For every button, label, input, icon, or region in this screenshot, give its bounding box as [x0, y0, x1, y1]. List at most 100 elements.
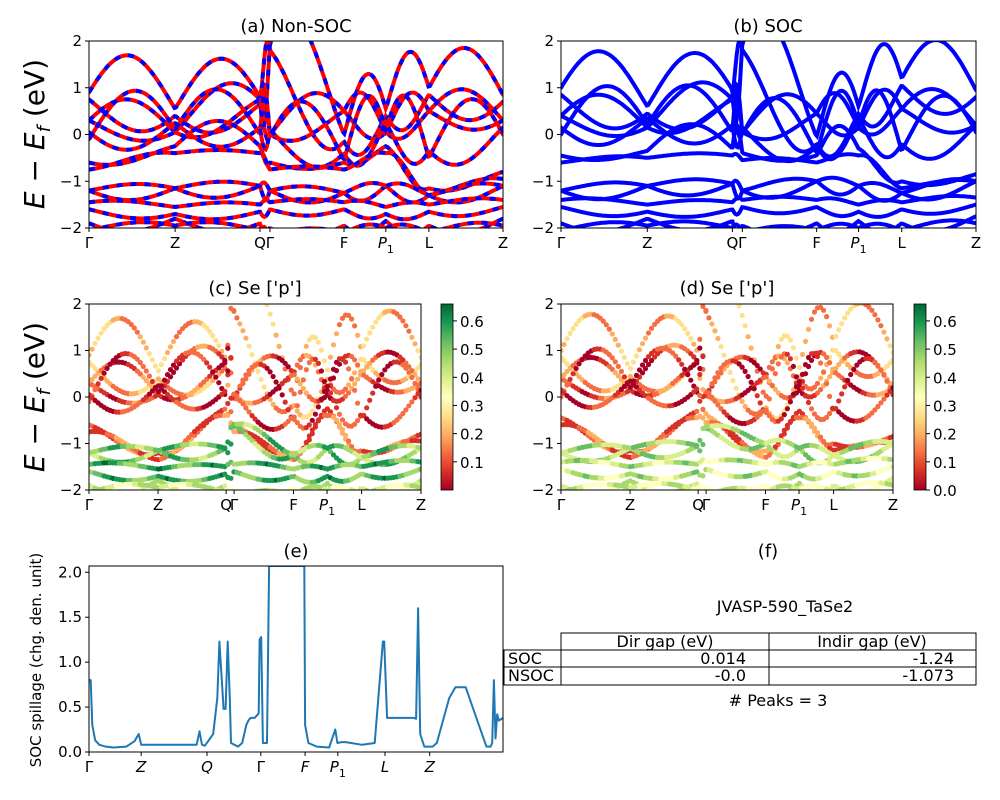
scatter-point	[161, 377, 168, 383]
scatter-point	[857, 490, 862, 495]
y-tick-label: 2	[72, 295, 82, 313]
x-tick-label: Γ	[557, 496, 566, 514]
scatter-point	[364, 487, 370, 490]
scatter-point	[697, 375, 703, 381]
scatter-point	[184, 489, 187, 490]
scatter-point	[333, 405, 340, 411]
scatter-point	[778, 336, 784, 342]
scatter-point	[189, 491, 194, 496]
table-cell: 0.014	[700, 649, 746, 668]
scatter-point	[140, 363, 146, 370]
scatter-point	[579, 357, 585, 363]
scatter-point	[318, 396, 324, 402]
panel-c-colorbar	[440, 303, 454, 491]
scatter-point	[890, 357, 893, 363]
scatter-point	[793, 384, 800, 390]
scatter-point	[769, 359, 775, 365]
y-tick-label: −1	[532, 172, 554, 190]
scatter-point	[818, 360, 824, 366]
x-tick-label: Q	[726, 234, 738, 252]
colorbar-tick-label: 0.2	[460, 426, 484, 444]
scatter-point	[207, 364, 213, 370]
scatter-point	[192, 491, 197, 496]
y-tick-label: −1	[60, 172, 82, 190]
scatter-point	[727, 369, 733, 375]
scatter-point	[418, 387, 421, 393]
scatter-point	[682, 326, 688, 332]
panel-d-projected-bands	[561, 304, 893, 500]
scatter-point	[573, 321, 579, 327]
scatter-point	[836, 362, 842, 368]
scatter-point	[884, 336, 890, 342]
scatter-point	[890, 433, 893, 440]
scatter-point	[676, 357, 682, 363]
scatter-point	[303, 343, 309, 349]
scatter-point	[418, 459, 421, 465]
scatter-point	[295, 490, 300, 495]
x-tick-label: Γ	[266, 234, 275, 252]
scatter-point	[633, 353, 640, 359]
scatter-point	[222, 360, 228, 366]
scatter-point	[222, 445, 228, 451]
colorbar-tick-label: 0.4	[460, 369, 484, 387]
y-tick-label: −2	[532, 219, 554, 237]
scatter-point	[373, 491, 378, 496]
scatter-point	[210, 369, 216, 375]
scatter-point	[773, 491, 778, 496]
scatter-point	[321, 358, 327, 364]
y-tick-label: 0	[72, 126, 82, 144]
scatter-point	[418, 445, 421, 451]
scatter-point	[321, 388, 327, 395]
scatter-point	[367, 397, 373, 403]
scatter-point	[845, 377, 851, 383]
scatter-point	[618, 368, 625, 374]
scatter-point	[866, 304, 872, 310]
scatter-point	[297, 389, 303, 395]
table-cell: -1.073	[902, 666, 954, 685]
colorbar-tick-label: 0.6	[933, 313, 957, 331]
scatter-point	[333, 359, 340, 365]
scatter-point	[249, 352, 255, 358]
row2-ylabel: E − Ef (eV)	[18, 322, 55, 472]
scatter-point	[734, 494, 739, 499]
colorbar-tick-label: 0.1	[460, 454, 484, 472]
scatter-point	[376, 492, 381, 497]
scatter-point	[349, 316, 355, 322]
scatter-point	[307, 494, 312, 499]
scatter-point	[352, 488, 357, 490]
scatter-point	[827, 393, 833, 399]
scatter-point	[740, 494, 745, 499]
scatter-point	[415, 365, 421, 371]
scatter-point	[730, 378, 736, 384]
scatter-point	[697, 336, 703, 342]
scatter-point	[391, 492, 396, 497]
scatter-point	[201, 356, 207, 362]
scatter-point	[808, 406, 815, 412]
y-tick-label: 0	[72, 388, 82, 406]
scatter-point	[754, 362, 760, 369]
scatter-point	[186, 491, 191, 496]
scatter-point	[860, 490, 865, 495]
scatter-point	[839, 321, 845, 327]
scatter-point	[700, 386, 706, 393]
scatter-point	[265, 496, 270, 501]
scatter-point	[809, 491, 814, 496]
table-cell: -1.24	[913, 649, 954, 668]
scatter-point	[342, 393, 349, 399]
x-tick-label: Z	[888, 496, 898, 514]
scatter-point	[176, 488, 183, 490]
scatter-point	[881, 372, 887, 378]
scatter-point	[745, 373, 751, 380]
scatter-point	[309, 417, 315, 423]
scatter-point	[799, 385, 806, 391]
scatter-point	[246, 343, 252, 349]
scatter-point	[228, 487, 234, 490]
band-line-overlay	[89, 196, 503, 209]
scatter-point	[730, 495, 735, 500]
scatter-point	[342, 432, 349, 438]
scatter-point	[352, 421, 358, 427]
panel-e-spillage	[89, 566, 503, 749]
scatter-point	[784, 351, 791, 357]
scatter-point	[875, 317, 881, 323]
